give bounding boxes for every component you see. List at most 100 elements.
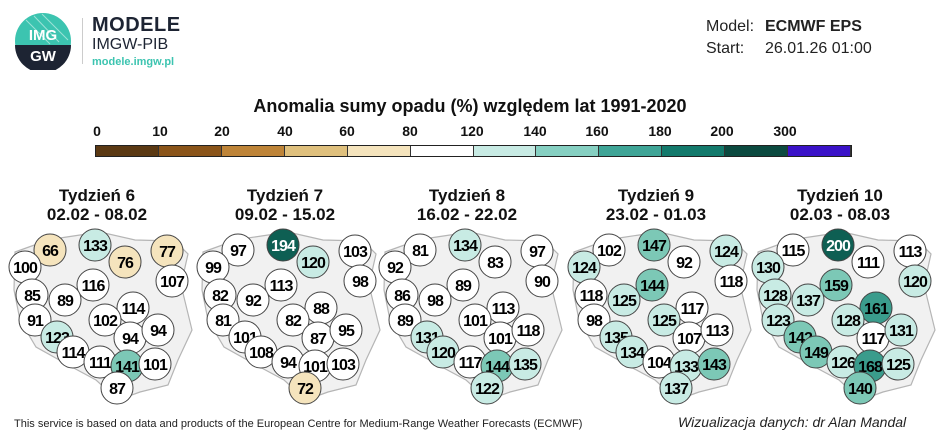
region-value: 113 xyxy=(899,244,923,261)
region-value: 101 xyxy=(488,331,513,348)
region-value: 123 xyxy=(766,313,791,330)
start-value: 26.01.26 01:00 xyxy=(765,40,872,57)
region-marker xyxy=(511,313,545,347)
region-marker xyxy=(647,303,681,337)
region-value: 104 xyxy=(647,355,672,372)
region-value: 130 xyxy=(756,260,781,277)
region-value: 103 xyxy=(331,357,356,374)
region-value: 89 xyxy=(397,313,414,330)
region-marker xyxy=(659,371,693,405)
week-range: 23.02 - 01.03 xyxy=(605,205,707,224)
region-marker xyxy=(791,283,825,317)
region-marker xyxy=(18,303,52,337)
region-value: 82 xyxy=(212,288,229,305)
region-marker xyxy=(821,228,855,262)
color-bar-segment xyxy=(662,146,726,156)
region-value: 200 xyxy=(826,238,851,255)
region-marker xyxy=(326,347,360,381)
region-value: 140 xyxy=(848,381,873,398)
region-marker xyxy=(221,233,255,267)
legend-tick: 180 xyxy=(648,123,672,139)
week-label: Tydzień 7 xyxy=(246,186,324,205)
region-value: 125 xyxy=(652,313,677,330)
region-marker xyxy=(276,303,310,337)
region-value: 159 xyxy=(824,278,849,295)
region-marker xyxy=(100,371,134,405)
region-value: 161 xyxy=(864,301,889,318)
region-value: 90 xyxy=(534,274,551,291)
color-bar-segment xyxy=(158,146,222,156)
region-value: 118 xyxy=(517,323,541,340)
region-marker xyxy=(155,264,189,298)
region-marker xyxy=(446,268,480,302)
region-marker xyxy=(831,303,865,337)
legend-tick: 120 xyxy=(460,123,484,139)
region-value: 144 xyxy=(485,359,510,376)
region-value: 100 xyxy=(13,260,38,277)
region-marker xyxy=(33,233,67,267)
region-marker xyxy=(388,303,422,337)
week-header: Tydzień 6 02.02 - 08.02 xyxy=(2,186,192,224)
region-marker xyxy=(448,228,482,262)
region-value: 117 xyxy=(459,355,483,372)
week-range: 02.03 - 08.03 xyxy=(789,205,891,224)
svg-text:IMG: IMG xyxy=(29,27,57,44)
region-value: 116 xyxy=(82,278,106,295)
region-value: 91 xyxy=(27,313,44,330)
legend-tick: 300 xyxy=(773,123,797,139)
region-value: 118 xyxy=(580,288,604,305)
region-value: 102 xyxy=(597,243,622,260)
color-bar-segment xyxy=(725,146,789,156)
legend-tick: 140 xyxy=(523,123,547,139)
region-value: 87 xyxy=(310,331,327,348)
region-value: 85 xyxy=(24,288,41,305)
region-value: 97 xyxy=(230,243,247,260)
region-value: 81 xyxy=(412,243,429,260)
region-value: 111 xyxy=(89,355,112,372)
region-value: 144 xyxy=(640,278,665,295)
region-value: 194 xyxy=(271,238,296,255)
week-label: Tydzień 10 xyxy=(797,186,883,205)
region-value: 89 xyxy=(455,278,472,295)
region-value: 76 xyxy=(117,255,134,272)
brand-org: IMGW-PIB xyxy=(92,36,169,53)
region-value: 98 xyxy=(586,313,603,330)
region-value: 101 xyxy=(303,359,328,376)
region-marker xyxy=(288,371,322,405)
footer-attribution: This service is based on data and produc… xyxy=(14,418,583,430)
region-marker xyxy=(296,245,330,279)
region-value: 81 xyxy=(215,313,232,330)
region-marker xyxy=(884,313,918,347)
chart-title: Anomalia sumy opadu (%) względem lat 199… xyxy=(253,96,687,116)
region-value: 120 xyxy=(301,255,326,272)
week-header: Tydzień 8 16.02 - 22.02 xyxy=(372,186,562,224)
region-value: 111 xyxy=(857,255,880,272)
region-value: 128 xyxy=(763,288,788,305)
region-value: 92 xyxy=(387,260,404,277)
legend-tick: 60 xyxy=(339,123,355,139)
region-value: 149 xyxy=(804,345,829,362)
legend-tick: 80 xyxy=(402,123,418,139)
region-marker xyxy=(635,268,669,302)
week-range: 09.02 - 15.02 xyxy=(234,205,336,224)
region-value: 94 xyxy=(280,355,297,372)
legend-tick: 160 xyxy=(585,123,609,139)
region-value: 122 xyxy=(475,381,500,398)
region-value: 147 xyxy=(642,238,667,255)
region-marker xyxy=(819,268,853,302)
region-marker xyxy=(577,303,611,337)
region-value: 92 xyxy=(676,255,693,272)
region-marker xyxy=(761,303,795,337)
brand-url[interactable]: modele.imgw.pl xyxy=(92,56,175,68)
week-label: Tydzień 9 xyxy=(617,186,695,205)
region-marker xyxy=(700,313,734,347)
region-marker xyxy=(403,233,437,267)
region-value: 113 xyxy=(492,301,516,318)
region-value: 137 xyxy=(664,381,689,398)
color-bar-segment xyxy=(410,146,474,156)
region-value: 72 xyxy=(297,381,314,398)
color-bar-segment xyxy=(284,146,348,156)
